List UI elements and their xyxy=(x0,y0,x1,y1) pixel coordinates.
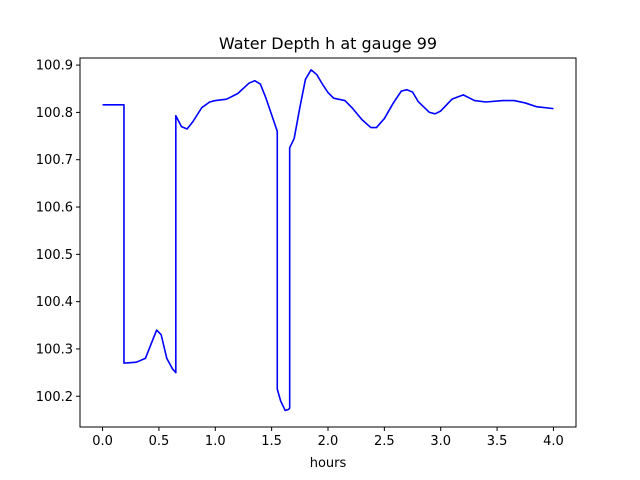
y-axis: 100.2 100.3 100.4 100.5 100.6 100.7 100.8 100.9 xyxy=(36,59,80,405)
x-axis: 0.0 0.5 1.0 1.5 2.0 2.5 3.0 3.5 4.0 xyxy=(92,427,564,449)
x-tick-label: 3.5 xyxy=(487,434,508,449)
x-tick-label: 1.0 xyxy=(205,434,226,449)
x-tick-label: 2.5 xyxy=(374,434,395,449)
y-tick-label: 100.4 xyxy=(36,295,73,310)
y-tick-label: 100.2 xyxy=(36,390,73,405)
axes-frame xyxy=(79,57,577,428)
x-tick-label: 3.0 xyxy=(430,434,451,449)
x-tick-label: 0.5 xyxy=(149,434,170,449)
x-axis-label: hours xyxy=(310,456,347,471)
y-tick-label: 100.5 xyxy=(36,248,73,263)
x-tick-label: 4.0 xyxy=(543,434,564,449)
y-tick-label: 100.6 xyxy=(36,201,73,216)
y-tick-label: 100.8 xyxy=(36,106,73,121)
x-tick-label: 1.5 xyxy=(261,434,282,449)
y-tick-label: 100.7 xyxy=(36,153,73,168)
x-tick-label: 2.0 xyxy=(318,434,339,449)
y-tick-label: 100.3 xyxy=(36,342,73,357)
chart-title: Water Depth h at gauge 99 xyxy=(219,34,437,53)
series-line-0 xyxy=(102,69,554,412)
plot-area xyxy=(102,69,554,412)
y-tick-label: 100.9 xyxy=(36,59,73,74)
x-tick-label: 0.0 xyxy=(92,434,113,449)
